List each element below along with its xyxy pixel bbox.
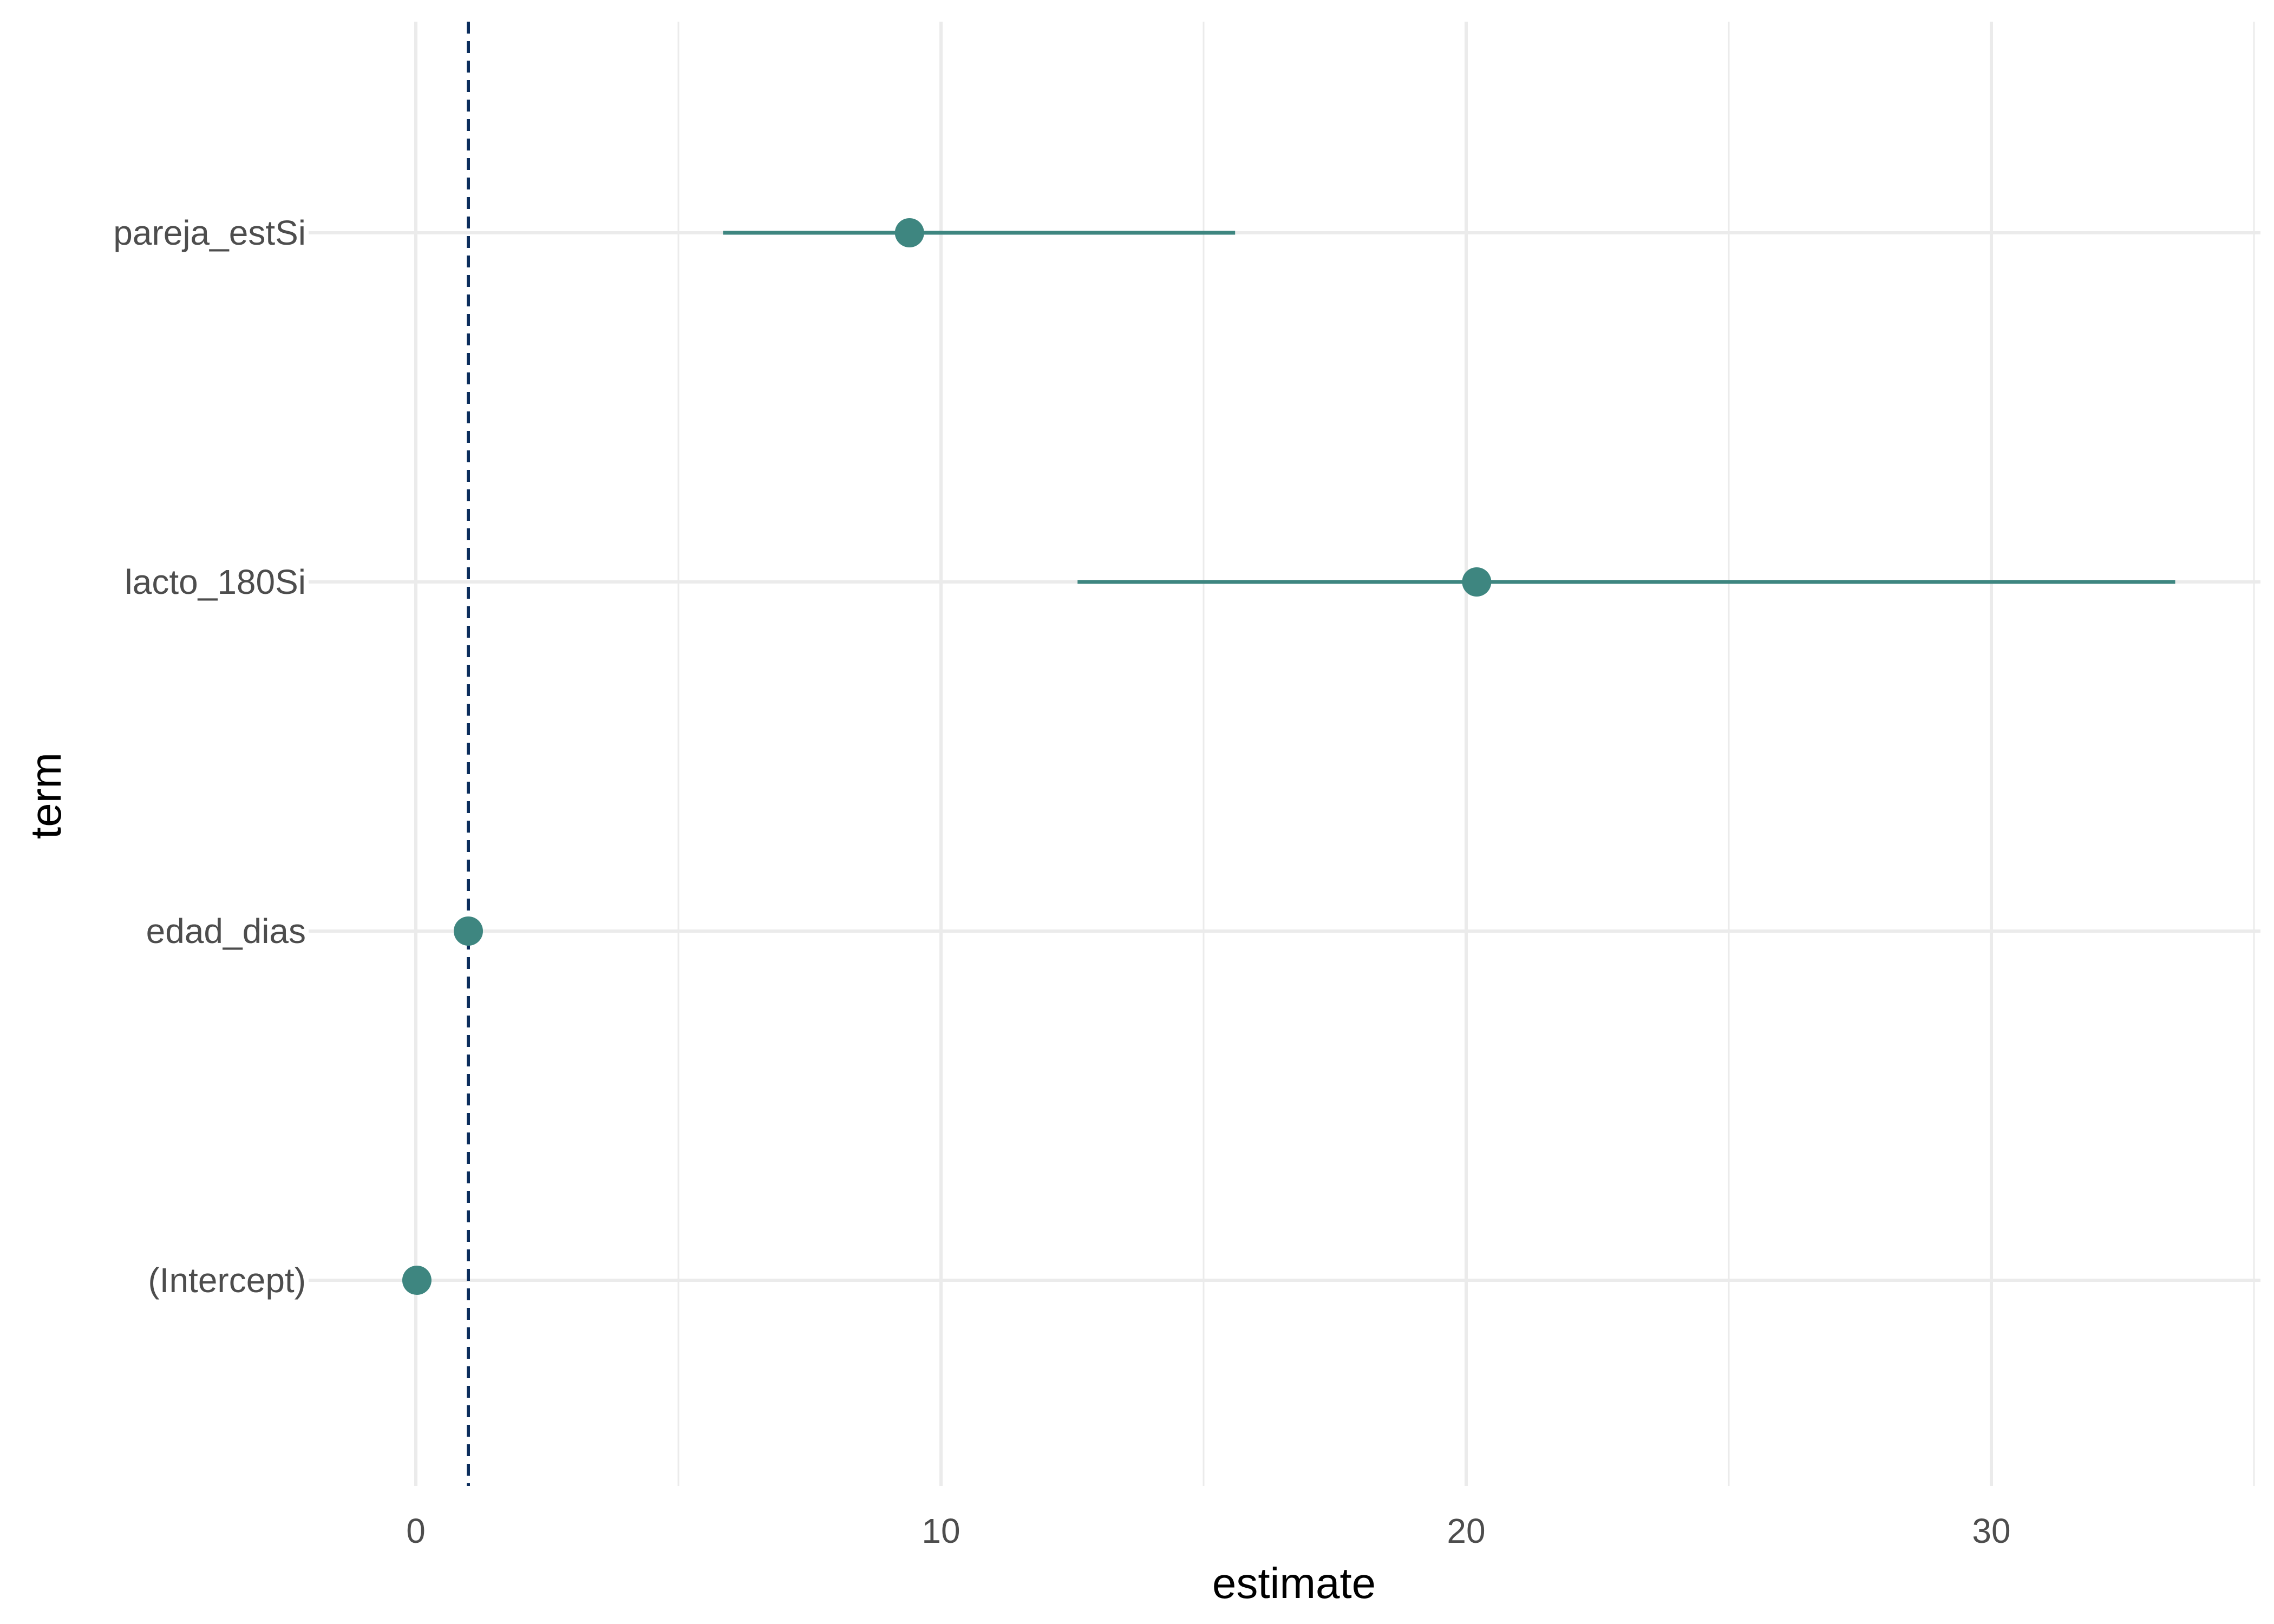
estimate-point-(Intercept) [402, 1266, 432, 1295]
x-axis-title: estimate [1212, 1559, 1376, 1607]
grid-lines [309, 22, 2260, 1486]
y-tick-label: pareja_estSi [113, 213, 306, 252]
estimate-point-pareja_estSi [894, 218, 924, 247]
x-tick-label: 20 [1447, 1511, 1485, 1550]
estimate-point-lacto_180Si [1462, 567, 1492, 597]
data-marks [402, 218, 2175, 1295]
x-tick-label: 0 [406, 1511, 426, 1550]
y-tick-label: lacto_180Si [125, 562, 306, 601]
x-tick-label: 30 [1972, 1511, 2010, 1550]
y-tick-label: (Intercept) [148, 1261, 306, 1300]
y-tick-label: edad_dias [146, 912, 306, 951]
x-tick-label: 10 [922, 1511, 960, 1550]
estimate-point-edad_dias [454, 916, 483, 946]
y-axis-title: term [22, 752, 70, 839]
tick-labels: 0 10 20 30 pareja_estSi lacto_180Si edad_dias (… [113, 213, 2010, 1550]
